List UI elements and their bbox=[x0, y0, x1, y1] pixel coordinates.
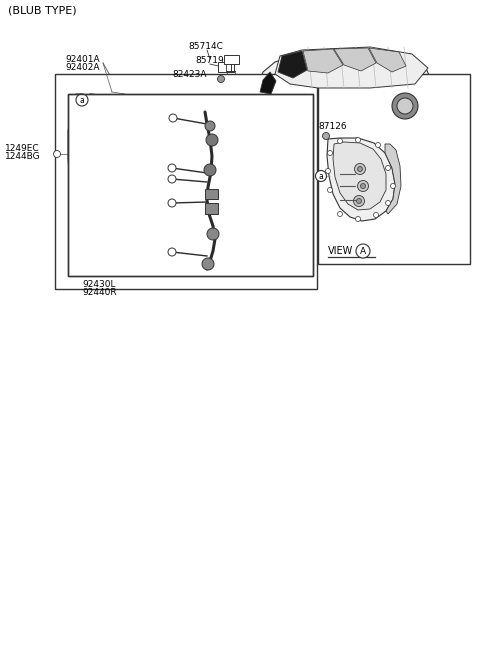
Circle shape bbox=[168, 175, 176, 183]
Bar bbox=[68, 94, 313, 276]
Circle shape bbox=[353, 195, 364, 207]
Circle shape bbox=[373, 212, 379, 218]
Circle shape bbox=[385, 201, 391, 205]
Circle shape bbox=[358, 167, 362, 171]
Bar bbox=[68, 94, 313, 276]
Text: a: a bbox=[319, 171, 324, 181]
Bar bbox=[218, 62, 234, 72]
Polygon shape bbox=[369, 48, 406, 72]
Text: 18643D: 18643D bbox=[100, 175, 135, 183]
Circle shape bbox=[323, 133, 329, 139]
Polygon shape bbox=[278, 51, 307, 78]
Polygon shape bbox=[255, 50, 432, 118]
Polygon shape bbox=[95, 110, 191, 210]
Circle shape bbox=[288, 116, 296, 124]
Circle shape bbox=[77, 207, 83, 212]
Circle shape bbox=[204, 164, 216, 176]
Circle shape bbox=[327, 187, 333, 193]
Circle shape bbox=[77, 147, 83, 153]
Circle shape bbox=[76, 94, 88, 106]
Polygon shape bbox=[82, 94, 212, 231]
Polygon shape bbox=[303, 49, 343, 73]
Circle shape bbox=[337, 212, 343, 216]
Text: 92470C: 92470C bbox=[232, 175, 267, 185]
Text: (BLUB TYPE): (BLUB TYPE) bbox=[8, 5, 77, 15]
Text: 18643D: 18643D bbox=[100, 114, 135, 122]
Text: 18644E: 18644E bbox=[100, 248, 134, 256]
Circle shape bbox=[391, 183, 396, 189]
Circle shape bbox=[169, 114, 177, 122]
Bar bbox=[205, 189, 218, 199]
Text: 82423A: 82423A bbox=[172, 70, 206, 78]
Circle shape bbox=[397, 98, 413, 114]
Polygon shape bbox=[327, 138, 395, 221]
Text: 87125G: 87125G bbox=[278, 106, 313, 116]
Text: 1244BG: 1244BG bbox=[5, 151, 41, 161]
Circle shape bbox=[355, 163, 365, 175]
Polygon shape bbox=[334, 48, 376, 71]
Text: A: A bbox=[360, 246, 366, 256]
Circle shape bbox=[202, 258, 214, 270]
Text: 18643G: 18643G bbox=[100, 197, 136, 207]
Polygon shape bbox=[333, 142, 386, 210]
Circle shape bbox=[392, 93, 418, 119]
Text: 87126: 87126 bbox=[318, 122, 347, 131]
Polygon shape bbox=[275, 47, 428, 88]
Circle shape bbox=[168, 248, 176, 256]
Circle shape bbox=[77, 127, 83, 133]
Text: 92401A: 92401A bbox=[65, 54, 100, 64]
Bar bbox=[318, 74, 470, 264]
Circle shape bbox=[337, 139, 343, 143]
Text: 92402A: 92402A bbox=[65, 62, 99, 72]
Circle shape bbox=[53, 151, 60, 157]
Circle shape bbox=[77, 169, 83, 173]
Circle shape bbox=[284, 95, 310, 121]
Bar bbox=[224, 55, 239, 64]
Circle shape bbox=[77, 110, 83, 114]
Polygon shape bbox=[385, 144, 401, 214]
Circle shape bbox=[217, 76, 225, 82]
Circle shape bbox=[77, 189, 83, 193]
Bar bbox=[205, 203, 218, 214]
Circle shape bbox=[327, 151, 333, 155]
Text: 18642G: 18642G bbox=[100, 163, 135, 173]
Circle shape bbox=[356, 216, 360, 222]
Circle shape bbox=[315, 171, 326, 181]
Circle shape bbox=[358, 181, 369, 191]
Text: a: a bbox=[80, 96, 84, 104]
Circle shape bbox=[356, 244, 370, 258]
Text: 92430L: 92430L bbox=[82, 280, 116, 288]
Circle shape bbox=[385, 165, 391, 171]
Circle shape bbox=[206, 134, 218, 146]
Polygon shape bbox=[260, 72, 276, 94]
Circle shape bbox=[205, 121, 215, 131]
Circle shape bbox=[325, 169, 331, 173]
Polygon shape bbox=[68, 94, 91, 226]
Circle shape bbox=[356, 137, 360, 143]
Text: 85719A: 85719A bbox=[195, 56, 230, 64]
Circle shape bbox=[360, 183, 365, 189]
Circle shape bbox=[289, 100, 305, 116]
Circle shape bbox=[207, 228, 219, 240]
Circle shape bbox=[168, 164, 176, 172]
Text: VIEW: VIEW bbox=[328, 246, 353, 256]
Text: 1249EC: 1249EC bbox=[5, 143, 40, 153]
Text: 85714C: 85714C bbox=[188, 42, 223, 50]
Bar bbox=[55, 74, 317, 289]
Circle shape bbox=[357, 199, 361, 203]
Circle shape bbox=[168, 199, 176, 207]
Text: 92440R: 92440R bbox=[82, 288, 117, 297]
Circle shape bbox=[375, 143, 381, 147]
